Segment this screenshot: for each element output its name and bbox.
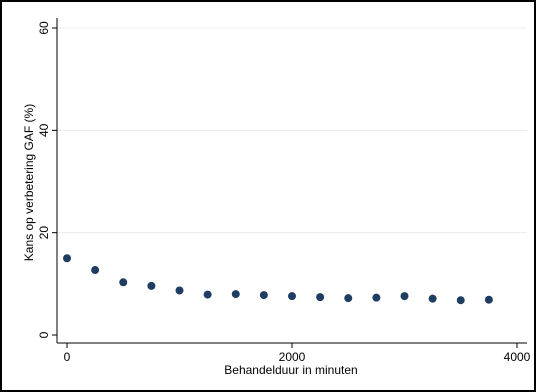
data-point <box>288 292 296 301</box>
x-tick-label: 4000 <box>504 350 531 364</box>
data-point <box>203 290 212 299</box>
y-tick-label: 20 <box>37 226 51 240</box>
data-point <box>428 294 437 303</box>
x-ticks: 0 2000 4000 <box>64 343 531 364</box>
data-point <box>63 254 71 263</box>
x-axis-label: Behandelduur in minuten <box>224 363 357 377</box>
x-tick-label: 2000 <box>279 350 306 364</box>
data-point <box>259 291 268 300</box>
x-tick-label: 0 <box>64 350 71 364</box>
data-point <box>372 293 381 302</box>
gridlines <box>57 27 527 234</box>
y-axis-label: Kans op verbetering GAF (%) <box>22 104 36 261</box>
data-point <box>147 281 156 290</box>
y-tick-label: 60 <box>37 21 51 35</box>
data-point <box>456 296 465 305</box>
y-tick-label: 40 <box>37 123 51 137</box>
data-point <box>119 278 128 287</box>
data-point <box>344 294 353 303</box>
data-points <box>63 254 493 305</box>
data-point <box>231 290 240 299</box>
data-point <box>91 266 100 275</box>
data-point <box>400 292 409 301</box>
data-point <box>175 286 184 295</box>
data-point <box>316 293 325 302</box>
y-tick-label: 0 <box>37 331 51 338</box>
data-point <box>484 295 493 304</box>
y-ticks: 0 20 40 60 <box>37 21 57 338</box>
